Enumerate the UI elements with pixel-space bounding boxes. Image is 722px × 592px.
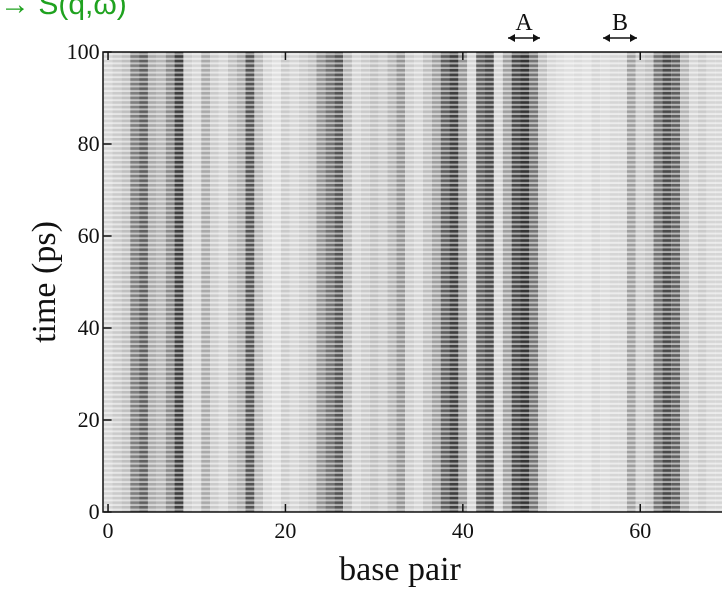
annotation-arrowhead: [603, 34, 637, 42]
y-tick-label: 60: [78, 223, 100, 248]
y-tick-label: 20: [78, 407, 100, 432]
x-tick-label: 20: [274, 518, 296, 543]
chart-title: → S(q,ω): [0, 0, 127, 21]
y-tick-label: 100: [67, 39, 100, 64]
y-axis-label: time (ps): [26, 221, 63, 343]
annotation-arrowhead: [508, 34, 540, 42]
plot-frame: [102, 51, 722, 513]
y-tick-label: 40: [78, 315, 100, 340]
x-tick-label: 0: [103, 518, 114, 543]
x-axis-label: base pair: [339, 551, 461, 588]
texture: [103, 52, 722, 512]
x-tick-label: 40: [452, 518, 474, 543]
annotation: B: [612, 10, 628, 36]
x-tick-label: 60: [629, 518, 651, 543]
y-tick-label: 80: [78, 131, 100, 156]
y-tick-label: 0: [89, 499, 100, 524]
annotation: A: [515, 10, 533, 36]
